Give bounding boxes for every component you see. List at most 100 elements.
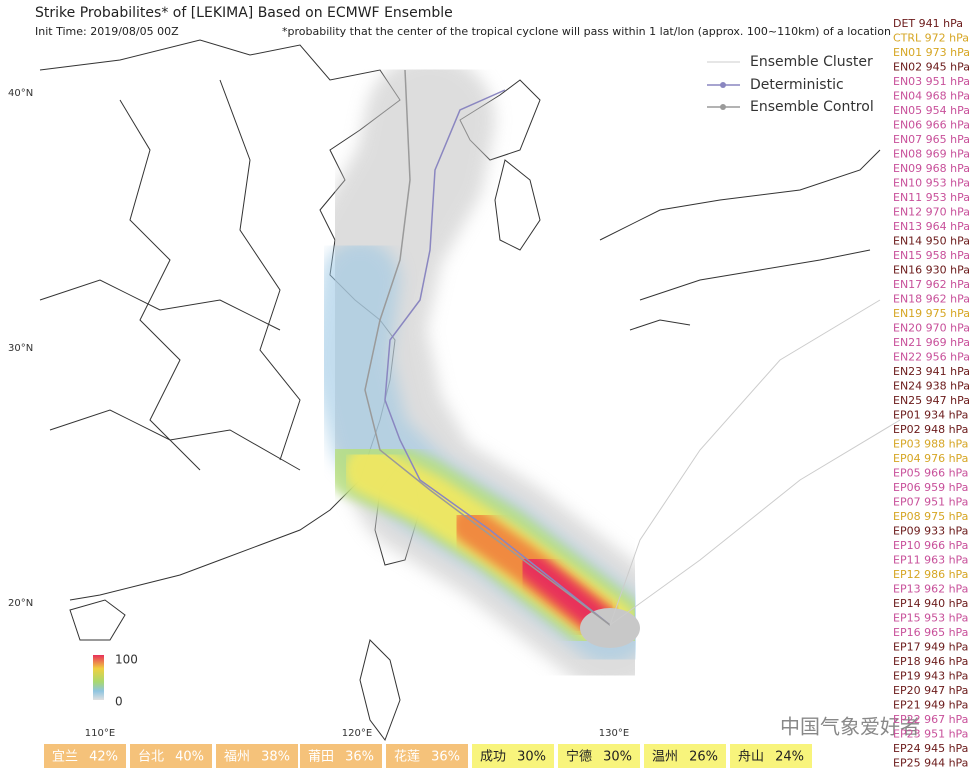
location-probability: 42% xyxy=(89,750,118,765)
location-probability: 30% xyxy=(603,750,632,765)
member-label: EN23 941 hPa xyxy=(893,365,970,378)
colorbar-label: 0 xyxy=(115,695,123,709)
member-label: EN05 954 hPa xyxy=(893,104,970,117)
member-label: EN12 970 hPa xyxy=(893,206,970,219)
member-label: EP04 976 hPa xyxy=(893,452,968,465)
tracks xyxy=(364,69,901,626)
member-label: EN20 970 hPa xyxy=(893,322,970,335)
location-name: 莆田 xyxy=(308,750,334,765)
member-label: EP11 963 hPa xyxy=(893,554,968,567)
member-label: EN16 930 hPa xyxy=(893,264,970,277)
member-label: EP17 949 hPa xyxy=(893,641,968,654)
member-label: EN18 962 hPa xyxy=(893,293,970,306)
location-box xyxy=(730,744,812,768)
colorbar-label: 100 xyxy=(115,653,138,667)
location-box xyxy=(216,744,298,768)
lat-label: 40°N xyxy=(8,88,33,99)
location-name: 宜兰 xyxy=(52,750,78,765)
location-probability: 36% xyxy=(431,750,460,765)
member-label: EN04 968 hPa xyxy=(893,90,970,103)
legend-label: Ensemble Cluster xyxy=(750,54,873,70)
member-label: EP10 966 hPa xyxy=(893,539,968,552)
lon-label: 110°E xyxy=(85,728,115,739)
location-name: 舟山 xyxy=(738,750,764,765)
location-box xyxy=(472,744,554,768)
member-label: EP20 947 hPa xyxy=(893,684,968,697)
location-probability: 24% xyxy=(775,750,804,765)
member-label: EN02 945 hPa xyxy=(893,61,970,74)
member-label: EP23 951 hPa xyxy=(893,728,968,741)
member-label: EP09 933 hPa xyxy=(893,525,968,538)
location-probability: 36% xyxy=(345,750,374,765)
member-label: EP14 940 hPa xyxy=(893,597,968,610)
member-label: EP06 959 hPa xyxy=(893,481,968,494)
location-box xyxy=(300,744,382,768)
member-label: EP05 966 hPa xyxy=(893,467,968,480)
legend-label: Deterministic xyxy=(750,77,844,93)
colorbar xyxy=(93,655,104,700)
location-probability: 30% xyxy=(517,750,546,765)
member-label: EN01 973 hPa xyxy=(893,46,970,59)
member-label: EN09 968 hPa xyxy=(893,162,970,175)
member-label: EP01 934 hPa xyxy=(893,409,968,422)
member-label: EP02 948 hPa xyxy=(893,423,968,436)
location-box xyxy=(130,744,212,768)
member-label: EP08 975 hPa xyxy=(893,510,968,523)
location-boxes: 宜兰 42% 台北 40% 福州 38% 莆田 36% 花莲 36% 成功 30% 宁德 30% 温州 26%… xyxy=(44,744,812,768)
legend-label: Ensemble Control xyxy=(750,99,874,115)
member-label: EN07 965 hPa xyxy=(893,133,970,146)
member-label: EN13 964 hPa xyxy=(893,220,970,233)
member-label: EP03 988 hPa xyxy=(893,438,968,451)
member-label: EP15 953 hPa xyxy=(893,612,968,625)
lon-label: 120°E xyxy=(342,728,372,739)
location-box xyxy=(44,744,126,768)
member-label: EP19 943 hPa xyxy=(893,670,968,683)
member-label: EP16 965 hPa xyxy=(893,626,968,639)
watermark: 中国气象爱好者 xyxy=(780,715,920,739)
location-box xyxy=(386,744,468,768)
member-label: EN08 969 hPa xyxy=(893,148,970,161)
member-label: EP07 951 hPa xyxy=(893,496,968,509)
location-name: 花莲 xyxy=(394,749,420,765)
member-label: EN15 958 hPa xyxy=(893,249,970,262)
member-label: EN06 966 hPa xyxy=(893,119,970,132)
title: Strike Probabilites* of [LEKIMA] Based o… xyxy=(35,5,453,21)
location-name: 福州 xyxy=(224,750,250,765)
location-probability: 40% xyxy=(175,750,204,765)
member-label: EN21 969 hPa xyxy=(893,336,970,349)
location-name: 成功 xyxy=(480,750,506,765)
location-name: 台北 xyxy=(138,750,164,765)
init-time: Init Time: 2019/08/05 00Z xyxy=(35,25,179,38)
member-label: EP18 946 hPa xyxy=(893,655,968,668)
member-label: EP21 949 hPa xyxy=(893,699,968,712)
location-box xyxy=(644,744,726,768)
location-probability: 38% xyxy=(261,750,290,765)
member-label: CTRL 972 hPa xyxy=(893,32,969,45)
legend-symbol xyxy=(720,104,726,110)
member-label: EP12 986 hPa xyxy=(893,568,968,581)
location-probability: 26% xyxy=(689,750,718,765)
lat-label: 30°N xyxy=(8,343,33,354)
member-label: EN10 953 hPa xyxy=(893,177,970,190)
legend-symbol xyxy=(720,82,726,88)
member-label: EN11 953 hPa xyxy=(893,191,970,204)
location-name: 宁德 xyxy=(566,749,592,765)
member-label: EP22 967 hPa xyxy=(893,713,968,726)
member-label: EN17 962 hPa xyxy=(893,278,970,291)
member-label: DET 941 hPa xyxy=(893,17,963,30)
location-box xyxy=(558,744,640,768)
member-label: EP13 962 hPa xyxy=(893,583,968,596)
member-label: EP24 945 hPa xyxy=(893,742,968,755)
member-label: EN25 947 hPa xyxy=(893,394,970,407)
member-label: EN03 951 hPa xyxy=(893,75,970,88)
member-label: EN14 950 hPa xyxy=(893,235,970,248)
member-label: EN24 938 hPa xyxy=(893,380,970,393)
member-label: EP25 944 hPa xyxy=(893,757,968,770)
member-label: EN19 975 hPa xyxy=(893,307,970,320)
member-label: EN22 956 hPa xyxy=(893,351,970,364)
note: *probability that the center of the trop… xyxy=(282,25,891,38)
lon-label: 130°E xyxy=(599,728,629,739)
location-name: 温州 xyxy=(652,750,678,765)
